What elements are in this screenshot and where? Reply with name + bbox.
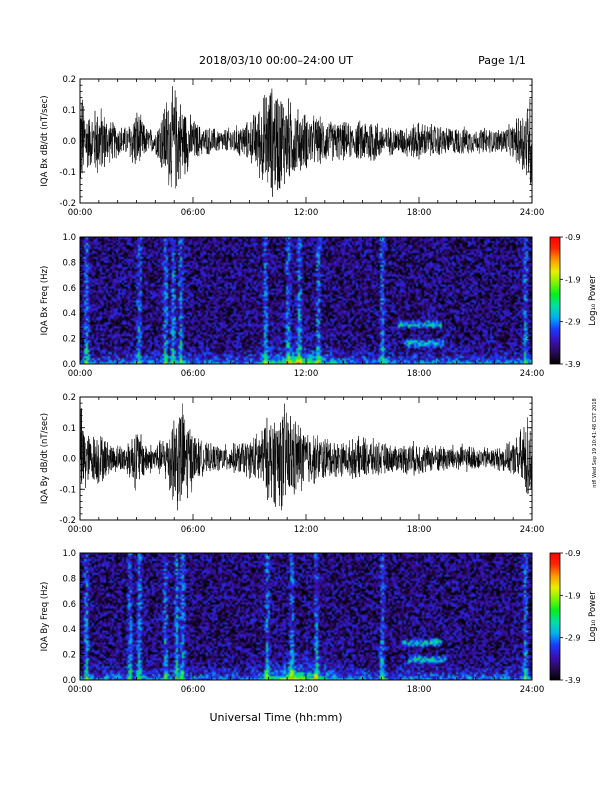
y-tick-label: 0.2 (62, 75, 76, 85)
y-tick-label: 0.0 (62, 360, 76, 370)
colorbar-tick-label: -2.9 (565, 634, 581, 643)
x-tick-label: 00:00 (68, 369, 93, 379)
x-tick-label: 00:00 (68, 208, 93, 218)
x-tick-label: 18:00 (407, 369, 432, 379)
colorbar-bx: -0.9 -1.9 -2.9 -3.9 Log₁₀ Power (549, 233, 598, 369)
bx-waveform-panel: 00:00 06:00 12:00 18:00 24:00 -0.2 -0.1 0.0 0.1 0… (40, 75, 544, 218)
bx-spectrogram-panel: 00:00 06:00 12:00 18:00 24:00 0.0 0.2 0.4 0.6 0.8… (40, 233, 544, 379)
colorbar-label: Log₁₀ Power (588, 591, 598, 642)
x-tick-label: 00:00 (68, 525, 93, 535)
y-tick-label: 0.6 (62, 600, 76, 610)
x-tick-label: 18:00 (407, 525, 432, 535)
page-indicator: Page 1/1 (478, 54, 526, 67)
y-tick-label: 0.4 (62, 309, 76, 319)
x-tick-label: 18:00 (407, 685, 432, 695)
colorbar-label: Log₁₀ Power (588, 275, 598, 326)
colorbar-tick-label: -3.9 (565, 360, 581, 369)
y-tick-label: 1.0 (62, 233, 76, 243)
colorbar-tick-label: -2.9 (565, 318, 581, 327)
x-axis-label: Universal Time (hh:mm) (210, 711, 343, 724)
colorbar-tick-label: -0.9 (565, 233, 581, 242)
figure-title: 2018/03/10 00:00–24:00 UT (199, 54, 353, 67)
x-tick-label: 00:00 (68, 685, 93, 695)
x-tick-label: 12:00 (294, 369, 319, 379)
y-axis-label: IQA Bx Freq (Hz) (40, 266, 50, 336)
colorbar-tick-label: -1.9 (565, 591, 581, 600)
by-waveform-panel: 00:00 06:00 12:00 18:00 24:00 -0.2 -0.1 0.0 0.1 0… (40, 393, 544, 535)
colorbar-tick-label: -1.9 (565, 275, 581, 284)
y-tick-label: 0.0 (62, 137, 76, 147)
x-tick-label: 24:00 (520, 685, 545, 695)
colorbar-gradient (549, 236, 561, 365)
y-tick-label: -0.2 (59, 516, 76, 526)
y-tick-label: 1.0 (62, 549, 76, 559)
by-spectrogram-panel: 00:00 06:00 12:00 18:00 24:00 0.0 0.2 0.4 0.6 0.8… (40, 549, 544, 695)
colorbar-tick-label: -0.9 (565, 549, 581, 558)
y-axis-label: IQA Bx dB/dt (nT/sec) (40, 95, 50, 186)
x-tick-label: 06:00 (181, 685, 206, 695)
x-tick-label: 12:00 (294, 525, 319, 535)
y-tick-label: 0.2 (62, 651, 76, 661)
y-tick-label: 0.1 (62, 424, 76, 434)
x-tick-label: 18:00 (407, 208, 432, 218)
y-axis-label: IQA By dB/dt (nT/sec) (40, 413, 50, 504)
x-tick-label: 24:00 (520, 208, 545, 218)
y-tick-label: 0.4 (62, 625, 76, 635)
y-tick-label: 0.0 (62, 676, 76, 686)
y-tick-label: -0.1 (59, 485, 76, 495)
y-tick-label: 0.8 (62, 574, 76, 584)
y-tick-label: 0.1 (62, 106, 76, 116)
y-tick-label: -0.1 (59, 168, 76, 178)
waveform-trace (80, 86, 532, 197)
y-tick-label: 0.0 (62, 455, 76, 465)
colorbar-gradient (549, 552, 561, 681)
y-tick-label: -0.2 (59, 199, 76, 209)
colorbar-tick-label: -3.9 (565, 676, 581, 685)
x-tick-label: 24:00 (520, 525, 545, 535)
spectrogram-image (80, 553, 532, 680)
y-tick-label: 0.2 (62, 393, 76, 403)
spectrogram-image (80, 237, 532, 364)
x-tick-label: 12:00 (294, 685, 319, 695)
y-axis-label: IQA By Freq (Hz) (40, 582, 50, 652)
y-tick-label: 0.2 (62, 335, 76, 345)
x-tick-label: 06:00 (181, 525, 206, 535)
waveform-trace (80, 403, 532, 511)
colorbar-by: -0.9 -1.9 -2.9 -3.9 Log₁₀ Power (549, 549, 598, 685)
y-tick-label: 0.8 (62, 258, 76, 268)
x-tick-label: 24:00 (520, 369, 545, 379)
x-tick-label: 06:00 (181, 369, 206, 379)
x-tick-label: 12:00 (294, 208, 319, 218)
x-tick-label: 06:00 (181, 208, 206, 218)
y-tick-label: 0.6 (62, 284, 76, 294)
side-stamp: ntfl Wed Sep 19 10:41:48 CST 2018 (592, 398, 598, 487)
